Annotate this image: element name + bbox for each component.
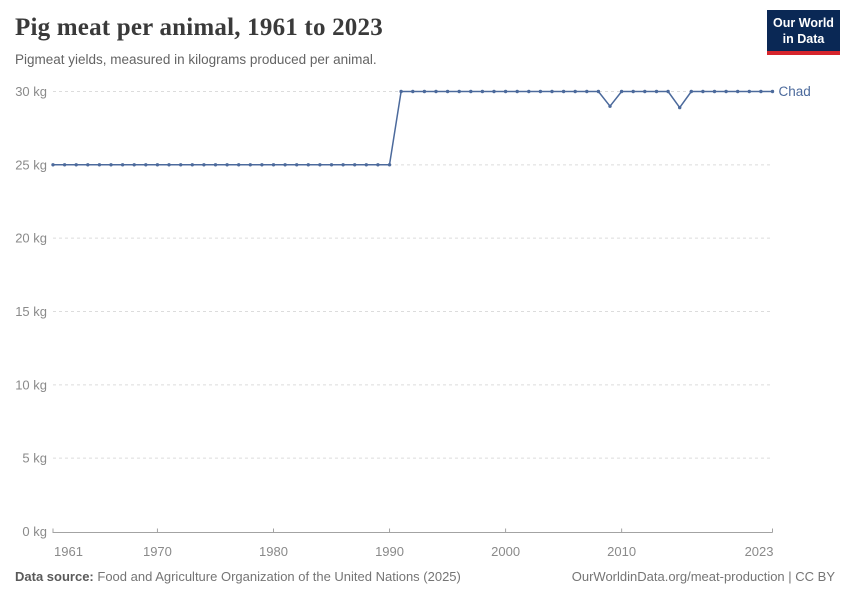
data-point <box>318 163 322 167</box>
owid-logo-line2: in Data <box>782 32 825 46</box>
data-point <box>736 89 740 94</box>
footer-citation-link[interactable]: OurWorldinData.org/meat-production | CC … <box>571 569 835 584</box>
x-tick-label: 1961 <box>54 544 83 559</box>
data-point <box>596 89 601 94</box>
data-point <box>759 89 763 94</box>
data-point <box>155 163 160 167</box>
data-point <box>376 163 380 167</box>
data-point <box>411 89 415 94</box>
data-point <box>480 89 485 94</box>
data-point <box>561 89 566 94</box>
data-point <box>550 89 554 94</box>
data-point <box>538 89 543 94</box>
data-point <box>503 89 508 94</box>
data-point <box>353 163 357 167</box>
data-point <box>86 163 90 167</box>
data-line <box>52 90 774 166</box>
data-point <box>74 163 78 167</box>
data-point <box>225 163 229 167</box>
data-point <box>654 89 659 94</box>
y-tick-label: 0 kg <box>22 524 47 539</box>
data-point <box>97 163 102 167</box>
data-point <box>213 163 218 167</box>
data-point <box>457 89 461 94</box>
chart-footer: Data source: Food and Agriculture Organi… <box>15 569 835 584</box>
data-point <box>666 89 670 94</box>
data-point <box>51 163 55 167</box>
data-point <box>237 163 241 167</box>
data-point <box>271 163 276 167</box>
data-source-label: Data source: <box>15 569 94 584</box>
data-point <box>585 89 589 94</box>
y-tick-label: 25 kg <box>15 157 47 172</box>
data-point <box>260 163 264 167</box>
data-point <box>283 163 287 167</box>
x-tick-label: 1980 <box>259 544 288 559</box>
owid-logo[interactable]: Our World in Data <box>767 10 840 55</box>
page-title: Pig meat per animal, 1961 to 2023 <box>15 14 383 41</box>
data-point <box>109 163 113 167</box>
data-source-text: Food and Agriculture Organization of the… <box>97 569 461 584</box>
chart-subtitle: Pigmeat yields, measured in kilograms pr… <box>15 52 377 67</box>
data-point <box>515 89 519 94</box>
y-tick-label: 30 kg <box>15 84 47 99</box>
data-point <box>747 89 751 94</box>
data-point <box>341 163 345 167</box>
data-point <box>770 89 775 94</box>
data-point <box>724 89 728 94</box>
data-point <box>619 89 624 94</box>
data-point <box>422 89 427 94</box>
x-tick-label: 1990 <box>375 544 404 559</box>
data-point <box>643 89 647 94</box>
x-tick-label: 2000 <box>491 544 520 559</box>
data-point <box>608 104 612 108</box>
data-source: Data source: Food and Agriculture Organi… <box>15 569 461 584</box>
data-point <box>248 163 252 167</box>
data-point <box>306 163 310 167</box>
owid-logo-line1: Our World <box>773 16 834 30</box>
data-point <box>492 89 496 94</box>
y-tick-label: 5 kg <box>22 451 47 466</box>
data-point <box>62 163 67 167</box>
series-label: Chad <box>779 84 811 99</box>
data-point <box>167 163 171 167</box>
x-tick-label: 1970 <box>143 544 172 559</box>
data-point <box>120 163 125 167</box>
data-point <box>527 89 531 94</box>
data-point <box>295 163 299 167</box>
data-point <box>469 89 473 94</box>
y-tick-label: 15 kg <box>15 304 47 319</box>
data-point <box>445 89 450 94</box>
y-tick-label: 20 kg <box>15 231 47 246</box>
x-tick-label: 2023 <box>745 544 774 559</box>
data-point <box>678 105 682 110</box>
data-point <box>144 163 148 167</box>
data-point <box>132 163 136 167</box>
data-point <box>573 89 577 94</box>
y-tick-label: 10 kg <box>15 377 47 392</box>
data-point <box>387 163 392 167</box>
x-tick-label: 2010 <box>607 544 636 559</box>
data-point <box>179 163 183 167</box>
data-point <box>399 89 403 94</box>
data-point <box>364 163 368 167</box>
data-point <box>701 89 705 94</box>
data-point <box>712 89 717 94</box>
data-point <box>202 163 206 167</box>
data-point <box>689 89 693 94</box>
data-point <box>631 89 635 94</box>
data-point <box>190 163 194 167</box>
data-point <box>329 163 334 167</box>
data-point <box>434 89 438 94</box>
